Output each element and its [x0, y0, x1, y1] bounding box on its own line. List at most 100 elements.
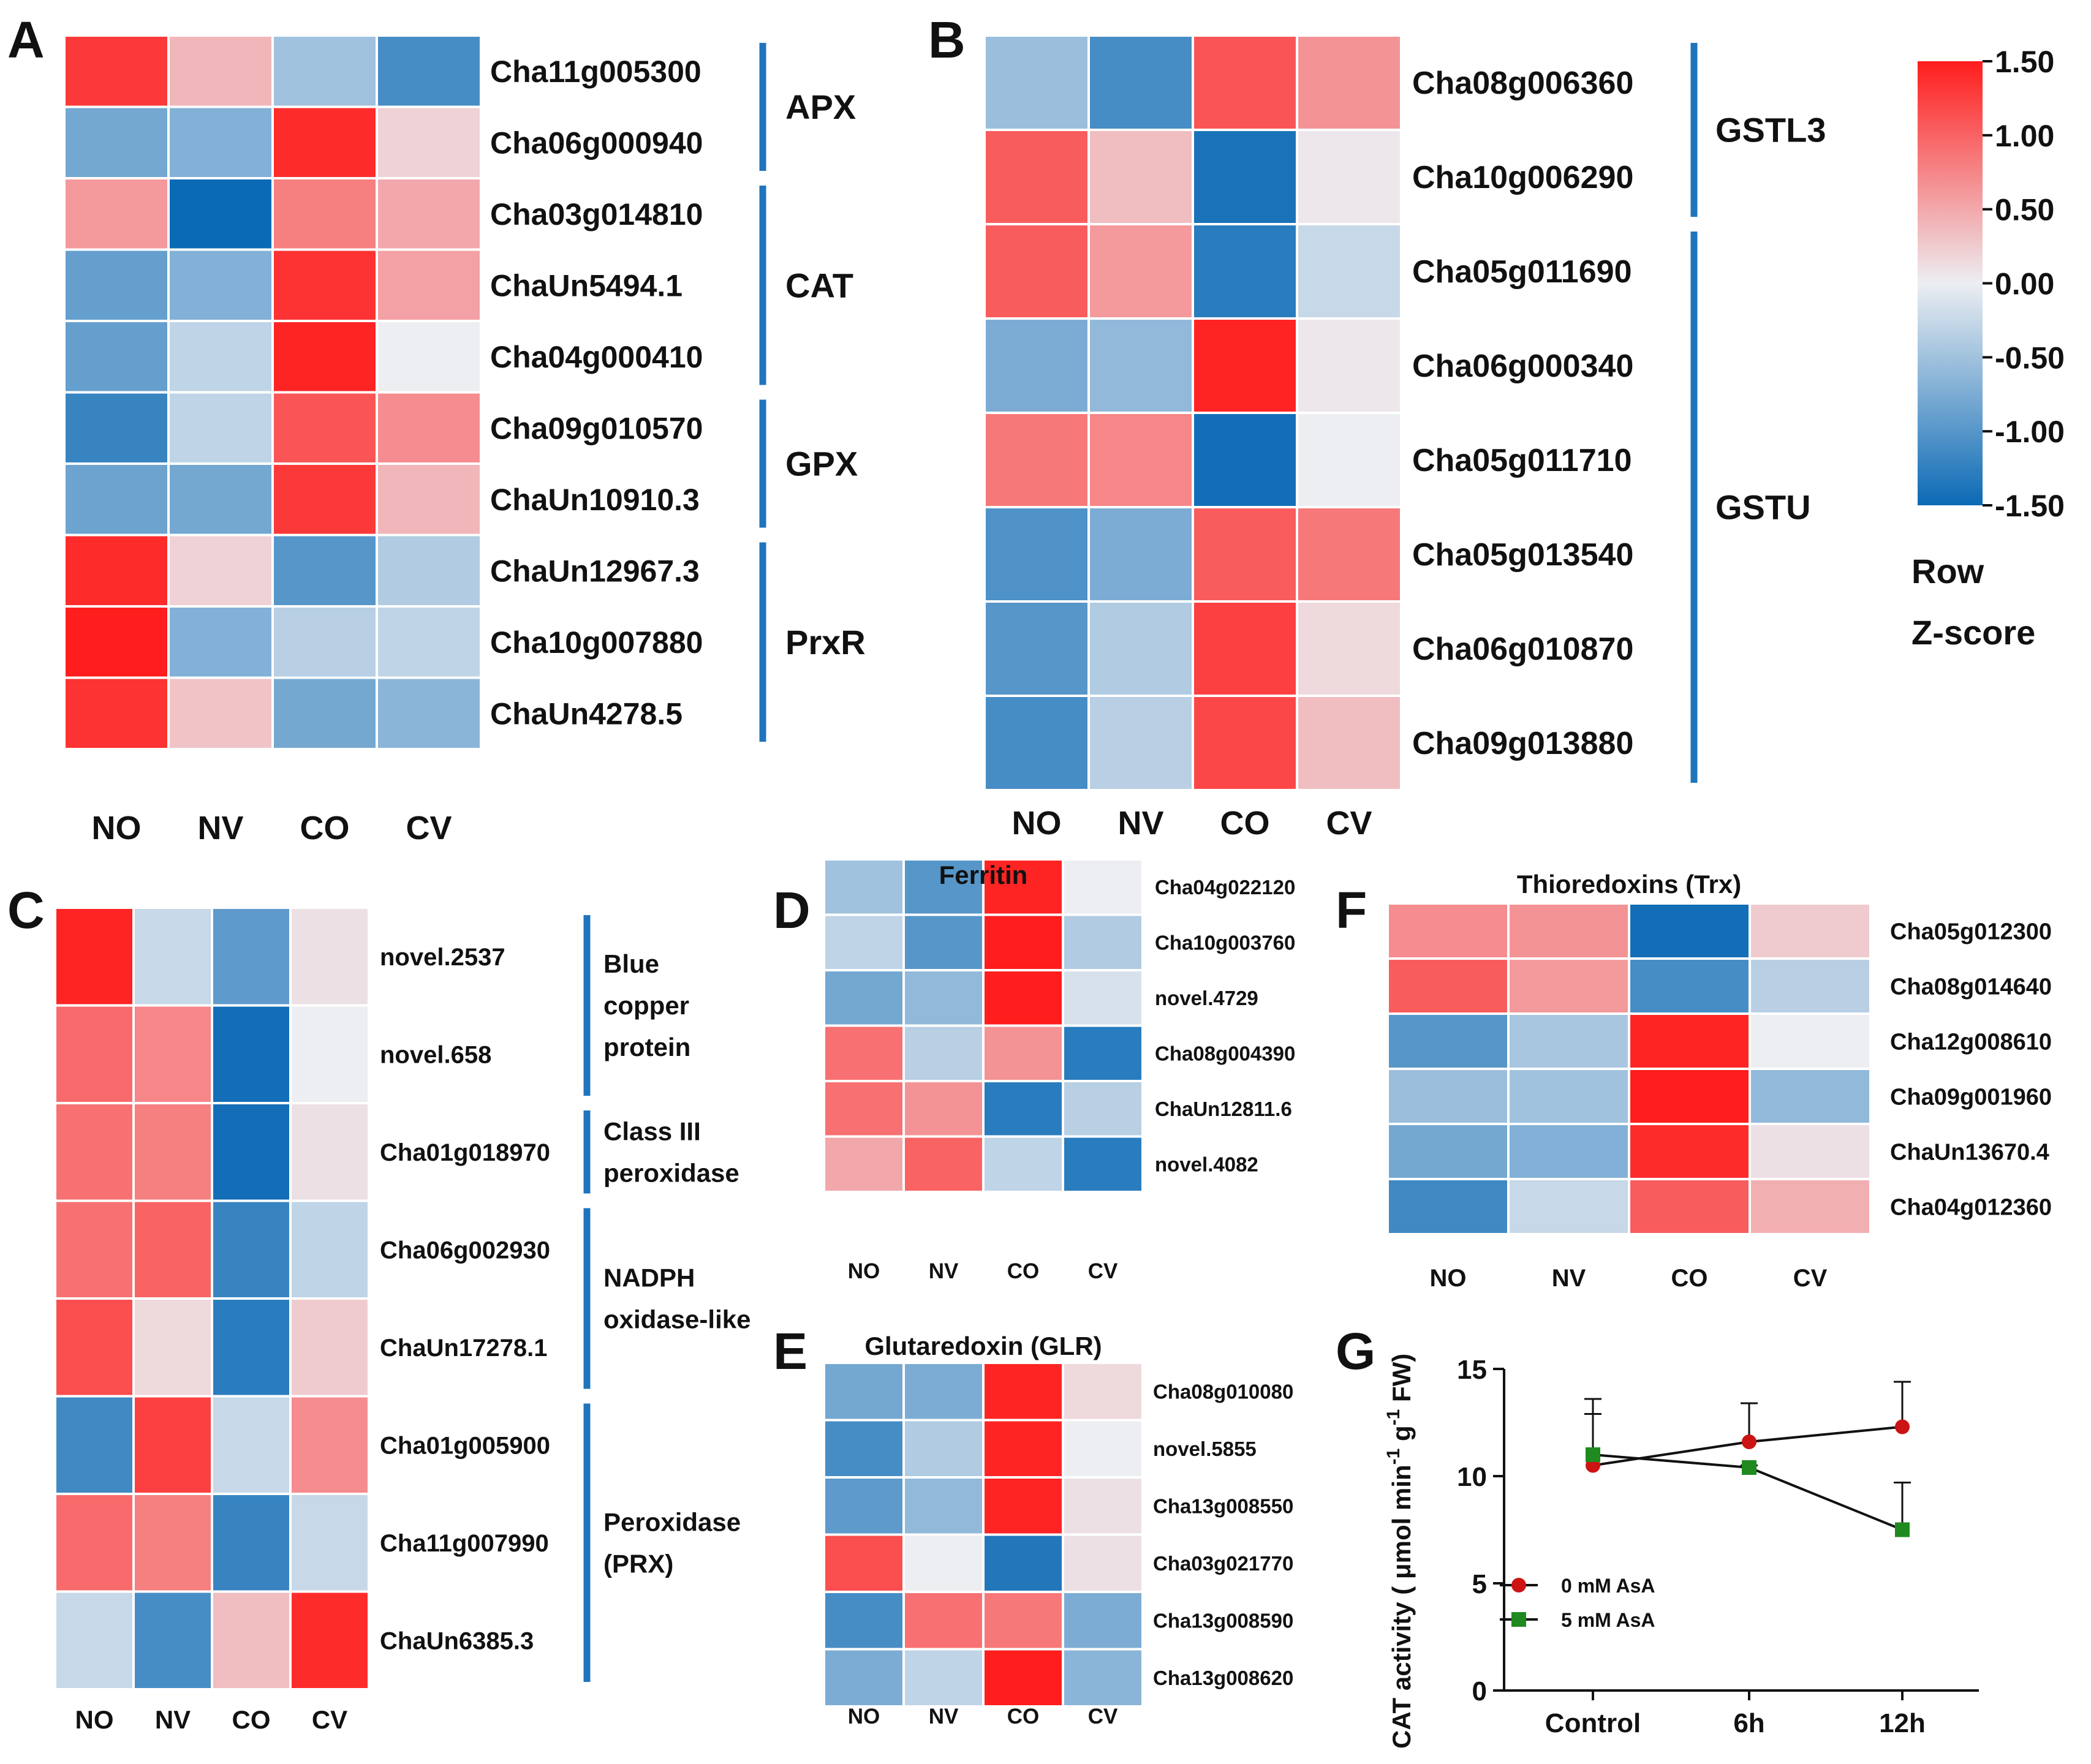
heatmap-cell [823, 1024, 905, 1082]
heatmap-cell [211, 1395, 292, 1495]
heatmap-cell [63, 320, 170, 394]
row-label: Cha08g014640 [1890, 974, 2052, 1000]
heatmap-cell [1507, 1178, 1630, 1235]
heatmap-panel-d: Cha04g022120 Cha10g003760 novel.4729 Cha08g… [823, 858, 1295, 1283]
heatmap-cell [983, 34, 1090, 131]
heatmap-cell [982, 1591, 1064, 1651]
heatmap-cell [1386, 957, 1510, 1015]
heatmap-cell [54, 1395, 135, 1495]
column-label: NO [1430, 1265, 1467, 1292]
heatmap-cell [902, 1024, 985, 1082]
heatmap-cell [54, 907, 135, 1007]
heatmap-cell [902, 913, 985, 971]
heatmap-cell [1062, 1419, 1144, 1479]
group-label: NADPH [603, 1264, 695, 1292]
heatmap-cell [1062, 913, 1144, 971]
row-label: Cha05g011710 [1412, 443, 1632, 478]
column-label: NO [848, 1259, 880, 1283]
x-tick-label: 6h [1733, 1708, 1764, 1738]
heatmap-cell [376, 177, 482, 251]
heatmap-cell [982, 1135, 1064, 1193]
row-label: ChaUn17278.1 [380, 1335, 547, 1362]
heatmap-cell [1087, 34, 1194, 131]
heatmap-cell [902, 1135, 985, 1193]
heatmap-cell [211, 1493, 292, 1593]
row-label: Cha12g008610 [1890, 1029, 2052, 1055]
column-label: NV [929, 1705, 959, 1728]
heatmap-cell [271, 248, 378, 322]
heatmap-cell [1507, 902, 1630, 960]
heatmap-cell [271, 605, 378, 679]
heatmap-cell [823, 858, 905, 916]
heatmap-cell [376, 676, 482, 750]
heatmap-cell [902, 1591, 985, 1651]
column-label: CV [1326, 805, 1372, 842]
heatmap-cell [1749, 957, 1872, 1015]
group-label: GSTU [1715, 488, 1811, 527]
group-label: copper [603, 991, 689, 1020]
heatmap-cell [1296, 506, 1402, 603]
heatmap-cell [1062, 858, 1144, 916]
panel-letter-e: E [773, 1322, 807, 1380]
data-point-5mm [1742, 1460, 1756, 1475]
heatmap-cell [211, 1102, 292, 1202]
heatmap-cell [823, 913, 905, 971]
heatmap-cell [1296, 412, 1402, 508]
panel-letter-b: B [928, 11, 966, 69]
row-label: Cha10g003760 [1155, 931, 1295, 954]
y-tick-label: 10 [1457, 1462, 1487, 1492]
data-point-5mm [1586, 1447, 1600, 1462]
heatmap-cell [1749, 1178, 1872, 1235]
heatmap-cell [1296, 223, 1402, 320]
heatmap-panel-b: Cha08g006360 Cha10g006290 Cha05g011690 Cha0… [983, 34, 1826, 842]
column-label: CV [1088, 1259, 1118, 1283]
column-label: NV [929, 1259, 959, 1283]
heatmap-cell [132, 1493, 213, 1593]
x-tick-label: Control [1545, 1708, 1641, 1738]
heatmap-cell [376, 105, 482, 179]
heatmap-cell [63, 462, 170, 537]
heatmap-cell [982, 1533, 1064, 1593]
column-label: NV [1552, 1265, 1586, 1292]
legend-marker [1511, 1612, 1526, 1627]
heatmap-cell [1087, 695, 1194, 791]
heatmap-cell [1386, 1178, 1510, 1235]
group-label: APX [785, 88, 856, 126]
legend-tick-label: -1.00 [1995, 415, 2065, 449]
y-axis-label-sup: -1 [1383, 1449, 1404, 1465]
heatmap-cell [1386, 1123, 1510, 1180]
column-label: CV [1793, 1265, 1828, 1292]
heatmap-cell [63, 533, 170, 608]
row-label: Cha05g013540 [1412, 537, 1633, 573]
row-label: Cha09g010570 [490, 411, 703, 445]
heatmap-cell [902, 1080, 985, 1138]
heatmap-cell [289, 1004, 370, 1104]
legend-tick-label: 0.50 [1995, 193, 2054, 227]
row-label: Cha05g012300 [1890, 919, 2052, 944]
heatmap-cell [1062, 1024, 1144, 1082]
group-label: Peroxidase [603, 1507, 741, 1536]
heatmap-cell [376, 605, 482, 679]
heatmap-cell [982, 1024, 1064, 1082]
row-label: novel.658 [380, 1041, 491, 1068]
panel-letter-c: C [7, 881, 45, 939]
heatmap-cell [271, 34, 378, 108]
heatmap-panel-c: novel.2537 novel.658 Cha01g018970 Cha06g002… [54, 907, 751, 1734]
heatmap-cell [1628, 1068, 1751, 1125]
zscore-color-legend: 1.50 1.00 0.50 0.00 -0.50 -1.00 -1.50 Row Z-sc… [1911, 45, 2065, 652]
heatmap-cell [54, 1297, 135, 1398]
heatmap-cell [982, 1419, 1064, 1479]
heatmap-cell [1507, 1123, 1630, 1180]
heatmap-cell [1386, 902, 1510, 960]
heatmap-cell [63, 391, 170, 465]
heatmap-title: Ferritin [939, 861, 1028, 889]
y-axis-label-end: FW) [1387, 1354, 1416, 1409]
row-label: ChaUn13670.4 [1890, 1139, 2049, 1165]
heatmap-cell [983, 223, 1090, 320]
row-label: novel.4082 [1155, 1153, 1258, 1175]
heatmap-cell [132, 1004, 213, 1104]
heatmap-cell [983, 600, 1090, 697]
heatmap-cell [1192, 317, 1298, 414]
group-label: oxidase-like [603, 1305, 751, 1334]
panel-letter-a: A [7, 11, 45, 69]
